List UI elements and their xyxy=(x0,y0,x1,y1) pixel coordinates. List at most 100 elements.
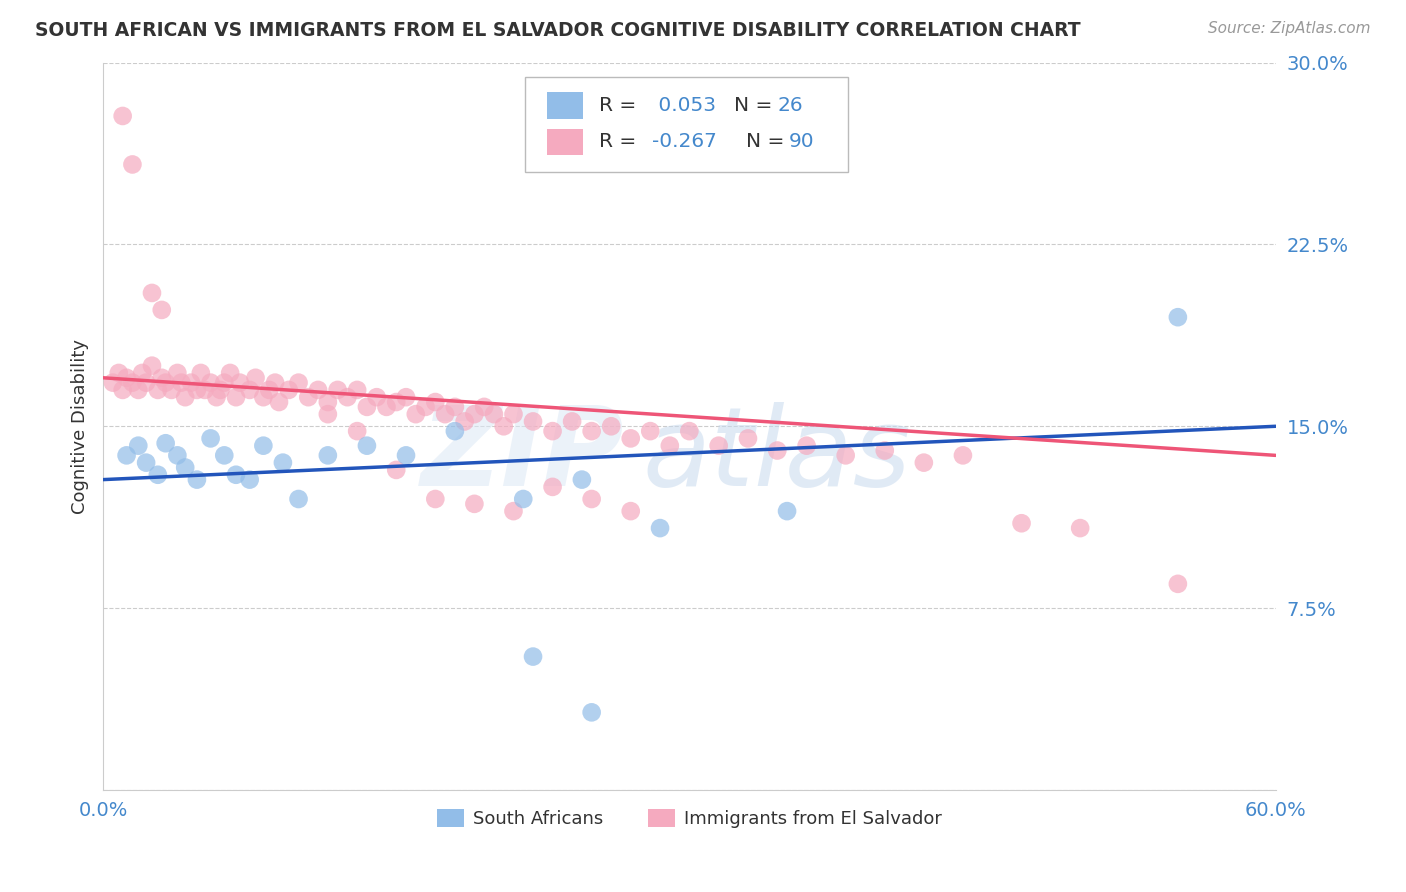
FancyBboxPatch shape xyxy=(526,78,848,172)
Point xyxy=(1167,577,1189,591)
Point xyxy=(541,424,564,438)
Point xyxy=(356,439,378,453)
Point xyxy=(581,424,603,438)
Point xyxy=(766,443,789,458)
Text: N =: N = xyxy=(745,132,790,152)
Point xyxy=(127,383,149,397)
Point xyxy=(146,467,169,482)
Legend: South Africans, Immigrants from El Salvador: South Africans, Immigrants from El Salva… xyxy=(429,802,949,836)
Point xyxy=(796,439,818,453)
Point xyxy=(346,424,368,438)
Point xyxy=(425,491,447,506)
Point xyxy=(502,504,524,518)
Point xyxy=(366,390,388,404)
Point xyxy=(287,491,309,506)
Point xyxy=(200,376,222,390)
Point xyxy=(146,383,169,397)
Point xyxy=(316,449,339,463)
Text: R =: R = xyxy=(599,96,643,115)
Point xyxy=(1011,516,1033,531)
Point xyxy=(581,491,603,506)
Point xyxy=(205,390,228,404)
Point xyxy=(107,366,129,380)
Point xyxy=(395,449,418,463)
Point xyxy=(415,400,437,414)
Y-axis label: Cognitive Disability: Cognitive Disability xyxy=(72,339,89,514)
Point xyxy=(115,449,138,463)
Point xyxy=(101,376,124,390)
Point xyxy=(239,383,262,397)
Point xyxy=(316,407,339,421)
Point xyxy=(952,449,974,463)
Point xyxy=(522,414,544,428)
Point xyxy=(316,395,339,409)
Point xyxy=(229,376,252,390)
Point xyxy=(472,400,495,414)
Point xyxy=(326,383,349,397)
Point xyxy=(180,376,202,390)
Point xyxy=(336,390,359,404)
Point xyxy=(160,383,183,397)
Point xyxy=(127,439,149,453)
Point xyxy=(150,371,173,385)
Point xyxy=(912,456,935,470)
Point xyxy=(434,407,457,421)
Point xyxy=(297,390,319,404)
Point xyxy=(225,467,247,482)
Point xyxy=(648,521,671,535)
Point xyxy=(834,449,856,463)
Bar xyxy=(547,128,582,155)
Text: SOUTH AFRICAN VS IMMIGRANTS FROM EL SALVADOR COGNITIVE DISABILITY CORRELATION CH: SOUTH AFRICAN VS IMMIGRANTS FROM EL SALV… xyxy=(35,21,1081,39)
Point xyxy=(166,449,188,463)
Point xyxy=(561,414,583,428)
Point xyxy=(214,449,236,463)
Point xyxy=(405,407,427,421)
Point xyxy=(512,491,534,506)
Point xyxy=(264,376,287,390)
Point xyxy=(239,473,262,487)
Point xyxy=(141,359,163,373)
Point xyxy=(425,395,447,409)
Point xyxy=(174,390,197,404)
Point xyxy=(444,424,467,438)
Point xyxy=(502,407,524,421)
Point xyxy=(522,649,544,664)
Point xyxy=(252,390,274,404)
Point xyxy=(214,376,236,390)
Point xyxy=(135,376,157,390)
Bar xyxy=(547,93,582,119)
Point xyxy=(209,383,232,397)
Point xyxy=(385,395,408,409)
Point xyxy=(638,424,661,438)
Text: N =: N = xyxy=(734,96,779,115)
Point xyxy=(186,473,208,487)
Point xyxy=(257,383,280,397)
Point xyxy=(1167,310,1189,325)
Text: 90: 90 xyxy=(789,132,814,152)
Text: -0.267: -0.267 xyxy=(652,132,717,152)
Point xyxy=(658,439,681,453)
Point xyxy=(190,366,212,380)
Point xyxy=(600,419,623,434)
Point xyxy=(620,504,643,518)
Point xyxy=(174,460,197,475)
Point xyxy=(375,400,398,414)
Point xyxy=(252,439,274,453)
Point xyxy=(873,443,896,458)
Point xyxy=(245,371,267,385)
Point xyxy=(356,400,378,414)
Point xyxy=(620,431,643,445)
Point xyxy=(200,431,222,445)
Point xyxy=(737,431,759,445)
Point xyxy=(219,366,242,380)
Point xyxy=(492,419,515,434)
Point xyxy=(121,376,143,390)
Point xyxy=(541,480,564,494)
Point xyxy=(395,390,418,404)
Point xyxy=(121,157,143,171)
Point xyxy=(141,285,163,300)
Point xyxy=(271,456,294,470)
Point xyxy=(571,473,593,487)
Point xyxy=(707,439,730,453)
Point xyxy=(115,371,138,385)
